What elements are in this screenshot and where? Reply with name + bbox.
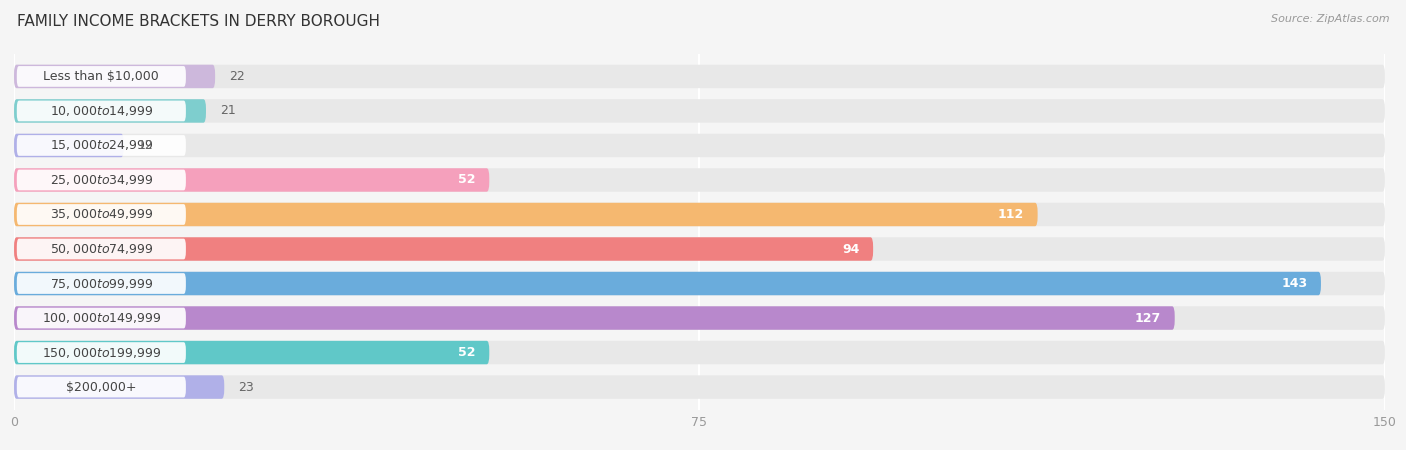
Text: $150,000 to $199,999: $150,000 to $199,999 [42, 346, 162, 360]
Text: Source: ZipAtlas.com: Source: ZipAtlas.com [1271, 14, 1389, 23]
FancyBboxPatch shape [17, 377, 186, 397]
FancyBboxPatch shape [17, 135, 186, 156]
Text: $35,000 to $49,999: $35,000 to $49,999 [49, 207, 153, 221]
FancyBboxPatch shape [14, 237, 873, 261]
FancyBboxPatch shape [14, 65, 215, 88]
FancyBboxPatch shape [17, 101, 186, 122]
Text: $50,000 to $74,999: $50,000 to $74,999 [49, 242, 153, 256]
FancyBboxPatch shape [14, 341, 1385, 364]
FancyBboxPatch shape [14, 168, 489, 192]
FancyBboxPatch shape [14, 65, 1385, 88]
Text: 23: 23 [238, 381, 253, 394]
Text: 112: 112 [998, 208, 1024, 221]
Text: $200,000+: $200,000+ [66, 381, 136, 394]
FancyBboxPatch shape [17, 308, 186, 328]
Text: $25,000 to $34,999: $25,000 to $34,999 [49, 173, 153, 187]
FancyBboxPatch shape [17, 273, 186, 294]
FancyBboxPatch shape [14, 203, 1385, 226]
FancyBboxPatch shape [14, 134, 124, 157]
Text: 21: 21 [219, 104, 235, 117]
FancyBboxPatch shape [14, 134, 1385, 157]
Text: $15,000 to $24,999: $15,000 to $24,999 [49, 139, 153, 153]
Text: 143: 143 [1281, 277, 1308, 290]
FancyBboxPatch shape [14, 203, 1038, 226]
Text: 52: 52 [458, 174, 475, 186]
Text: 52: 52 [458, 346, 475, 359]
FancyBboxPatch shape [14, 99, 207, 123]
Text: $10,000 to $14,999: $10,000 to $14,999 [49, 104, 153, 118]
FancyBboxPatch shape [14, 341, 489, 364]
FancyBboxPatch shape [14, 375, 1385, 399]
Text: $100,000 to $149,999: $100,000 to $149,999 [42, 311, 162, 325]
FancyBboxPatch shape [17, 238, 186, 259]
FancyBboxPatch shape [17, 66, 186, 87]
FancyBboxPatch shape [14, 237, 1385, 261]
FancyBboxPatch shape [14, 306, 1385, 330]
FancyBboxPatch shape [17, 204, 186, 225]
FancyBboxPatch shape [14, 375, 225, 399]
Text: 127: 127 [1135, 311, 1161, 324]
Text: 94: 94 [842, 243, 859, 256]
FancyBboxPatch shape [17, 170, 186, 190]
FancyBboxPatch shape [14, 168, 1385, 192]
FancyBboxPatch shape [14, 272, 1322, 295]
FancyBboxPatch shape [14, 99, 1385, 123]
FancyBboxPatch shape [17, 342, 186, 363]
Text: Less than $10,000: Less than $10,000 [44, 70, 159, 83]
Text: 22: 22 [229, 70, 245, 83]
Text: FAMILY INCOME BRACKETS IN DERRY BOROUGH: FAMILY INCOME BRACKETS IN DERRY BOROUGH [17, 14, 380, 28]
FancyBboxPatch shape [14, 272, 1385, 295]
Text: $75,000 to $99,999: $75,000 to $99,999 [49, 276, 153, 291]
FancyBboxPatch shape [14, 306, 1175, 330]
Text: 12: 12 [138, 139, 153, 152]
